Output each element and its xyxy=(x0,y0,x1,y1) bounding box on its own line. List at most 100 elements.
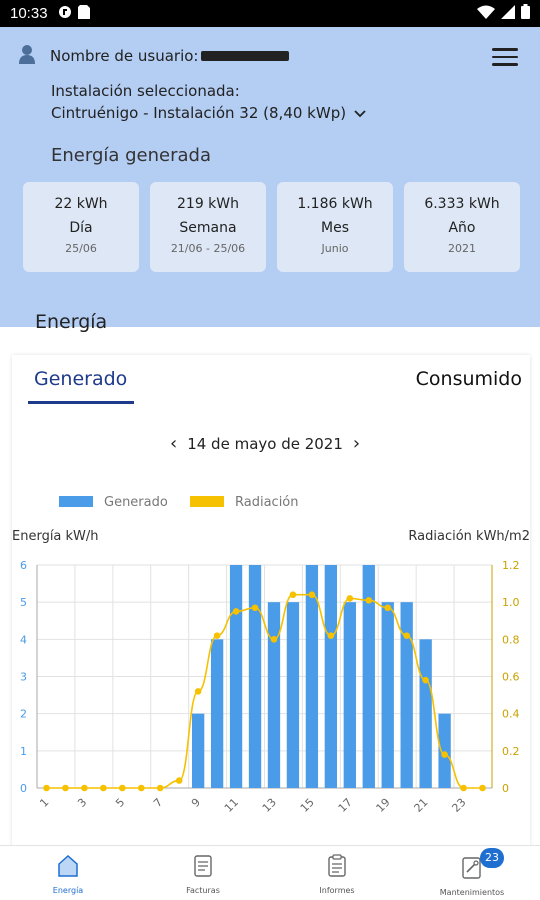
nav-label: Facturas xyxy=(186,886,220,895)
x-tick-label: 9 xyxy=(189,796,203,810)
bar-generado xyxy=(191,713,205,788)
energy-generated-title: Energía generada xyxy=(51,145,211,166)
nav-item-energia[interactable]: Energía xyxy=(8,854,128,895)
date-label: 14 de mayo de 2021 xyxy=(187,434,343,453)
x-tick-label: 17 xyxy=(336,796,355,815)
y-left-tick-label: 5 xyxy=(20,596,27,609)
point-radiacion xyxy=(251,604,259,612)
card-period: Año xyxy=(448,220,476,236)
legend-swatch-radiacion xyxy=(190,496,224,507)
username-redacted xyxy=(201,51,290,61)
nav-label: Mantenimientos xyxy=(439,888,505,897)
nav-item-informes[interactable]: Informes xyxy=(277,854,397,895)
y-left-tick-label: 2 xyxy=(20,708,27,721)
y-right-tick-label: 0.4 xyxy=(502,708,520,721)
y-left-tick-label: 3 xyxy=(20,671,27,684)
point-radiacion xyxy=(270,636,278,643)
user-row: Nombre de usuario: xyxy=(18,44,290,68)
x-tick-label: 15 xyxy=(298,796,317,815)
bar-generado xyxy=(324,565,338,788)
x-tick-label: 11 xyxy=(222,796,241,815)
date-navigator: ‹ 14 de mayo de 2021 › xyxy=(160,433,370,454)
card-value: 1.186 kWh xyxy=(297,196,373,212)
menu-icon xyxy=(492,48,518,51)
x-tick-label: 19 xyxy=(374,796,393,815)
card-period: Día xyxy=(69,220,93,236)
point-radiacion xyxy=(441,751,448,758)
point-radiacion xyxy=(194,688,202,695)
card-date: 25/06 xyxy=(65,242,97,255)
point-radiacion xyxy=(365,597,373,604)
next-date-button[interactable]: › xyxy=(352,433,361,454)
bar-generado xyxy=(305,565,319,788)
point-radiacion xyxy=(403,632,410,639)
nav-item-mantenimientos[interactable]: 23 Mantenimientos xyxy=(412,848,532,897)
y-axis-left-title: Energía kW/h xyxy=(12,529,99,544)
house-icon xyxy=(57,854,79,882)
section-title-energia: Energía xyxy=(35,311,108,333)
x-tick-label: 21 xyxy=(412,796,431,815)
bar-generado xyxy=(229,565,243,788)
energy-card-year[interactable]: 6.333 kWh Año 2021 xyxy=(404,182,520,272)
status-bar: 10:33 xyxy=(0,0,540,27)
x-tick-label: 1 xyxy=(37,796,51,810)
installation-label: Instalación seleccionada: xyxy=(51,82,240,100)
energy-card-day[interactable]: 22 kWh Día 25/06 xyxy=(23,182,139,272)
nav-item-facturas[interactable]: Facturas xyxy=(143,854,263,895)
installation-value: Cintruénigo - Instalación 32 (8,40 kWp) xyxy=(51,104,347,122)
x-tick-label: 7 xyxy=(151,796,165,810)
point-radiacion xyxy=(137,784,145,792)
card-period: Semana xyxy=(179,220,237,236)
point-radiacion xyxy=(232,608,240,615)
point-radiacion xyxy=(289,591,297,599)
point-radiacion xyxy=(479,784,486,792)
card-period: Mes xyxy=(321,220,349,236)
report-icon xyxy=(327,854,347,882)
energy-card-month[interactable]: 1.186 kWh Mes Junio xyxy=(277,182,393,272)
nav-label: Informes xyxy=(319,886,355,895)
point-radiacion xyxy=(308,591,316,599)
legend-label-radiacion: Radiación xyxy=(235,495,299,510)
point-radiacion xyxy=(62,784,69,792)
maintenance-count-badge: 23 xyxy=(480,848,504,868)
bar-generado xyxy=(343,602,356,788)
status-time: 10:33 xyxy=(10,5,48,22)
bar-generado xyxy=(210,639,224,788)
point-radiacion xyxy=(460,784,467,792)
app-notification-icon xyxy=(58,5,72,23)
bar-generado xyxy=(286,602,300,788)
tab-consumido[interactable]: Consumido xyxy=(415,368,522,390)
bar-generado xyxy=(438,713,451,788)
user-icon xyxy=(18,44,36,68)
tab-active-indicator xyxy=(28,401,134,404)
menu-button[interactable] xyxy=(492,48,520,70)
y-axis-right-title: Radiación kWh/m2 xyxy=(408,529,530,544)
card-value: 6.333 kWh xyxy=(424,196,500,212)
point-radiacion xyxy=(156,784,164,792)
sim-card-icon xyxy=(77,4,90,23)
card-date: 2021 xyxy=(448,242,476,255)
prev-date-button[interactable]: ‹ xyxy=(170,433,178,454)
card-date: Junio xyxy=(321,242,349,255)
installation-select[interactable]: Cintruénigo - Instalación 32 (8,40 kWp) xyxy=(51,104,366,122)
bar-generado xyxy=(400,602,413,788)
point-radiacion xyxy=(422,676,429,684)
legend-label-generado: Generado xyxy=(104,495,168,510)
card-date: 21/06 - 25/06 xyxy=(170,242,246,255)
point-radiacion xyxy=(213,632,221,639)
point-radiacion xyxy=(43,784,50,792)
point-radiacion xyxy=(119,784,126,792)
card-value: 22 kWh xyxy=(54,196,108,212)
y-left-tick-label: 4 xyxy=(20,633,27,646)
energy-chart: Generado Radiación Energía kW/h Radiación k… xyxy=(12,495,530,815)
chart-panel: Generado Consumido ‹ 14 de mayo de 2021 … xyxy=(12,355,530,855)
energy-card-week[interactable]: 219 kWh Semana 21/06 - 25/06 xyxy=(150,182,266,272)
tab-generado[interactable]: Generado xyxy=(34,368,128,390)
y-right-tick-label: 1.0 xyxy=(502,596,520,609)
point-radiacion xyxy=(384,604,392,612)
bar-generado xyxy=(267,602,281,788)
point-radiacion xyxy=(175,777,183,784)
y-left-tick-label: 6 xyxy=(20,559,27,572)
y-right-tick-label: 0.6 xyxy=(502,671,520,684)
